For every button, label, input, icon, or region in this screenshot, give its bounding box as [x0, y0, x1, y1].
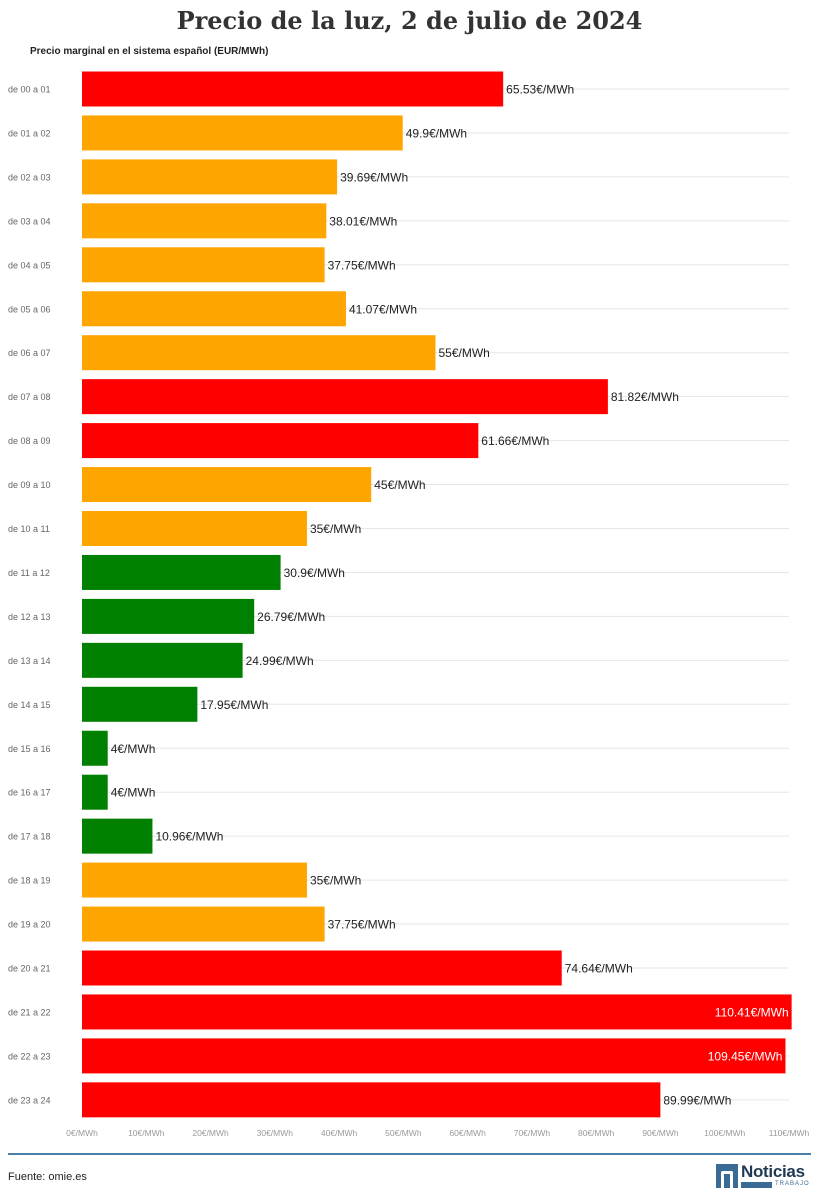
category-label: de 08 a 09 — [8, 436, 51, 446]
bar-de-02-a-03[interactable] — [82, 159, 338, 195]
value-label: 55€/MWh — [439, 346, 490, 360]
bar-de-08-a-09[interactable] — [82, 423, 479, 459]
value-label: 110.41€/MWh — [715, 1005, 789, 1019]
value-label: 10.96€/MWh — [155, 830, 223, 844]
category-label: de 17 a 18 — [8, 832, 51, 842]
value-label: 35€/MWh — [310, 522, 361, 536]
logo-bar — [741, 1182, 772, 1188]
value-label: 61.66€/MWh — [481, 434, 549, 448]
x-tick-label: 10€/MWh — [128, 1128, 165, 1138]
value-label: 4€/MWh — [111, 786, 156, 800]
bar-de-11-a-12[interactable] — [82, 554, 281, 590]
category-label: de 04 a 05 — [8, 260, 51, 270]
value-label: 24.99€/MWh — [246, 654, 314, 668]
value-label: 45€/MWh — [374, 478, 425, 492]
category-label: de 06 a 07 — [8, 348, 51, 358]
bar-de-04-a-05[interactable] — [82, 247, 325, 283]
chart-title: Precio de la luz, 2 de julio de 2024 — [176, 6, 643, 35]
value-label: 39.69€/MWh — [340, 170, 408, 184]
category-label: de 21 a 22 — [8, 1007, 51, 1017]
bar-de-19-a-20[interactable] — [82, 906, 325, 942]
value-label: 41.07€/MWh — [349, 302, 417, 316]
x-tick-label: 20€/MWh — [192, 1128, 229, 1138]
footer-divider — [8, 1153, 811, 1155]
category-label: de 01 a 02 — [8, 128, 51, 138]
category-label: de 23 a 24 — [8, 1095, 51, 1105]
logo-wordmark: Noticias — [741, 1162, 805, 1181]
category-label: de 12 a 13 — [8, 612, 51, 622]
value-label: 30.9€/MWh — [284, 566, 345, 580]
bar-de-15-a-16[interactable] — [82, 730, 108, 766]
x-tick-label: 100€/MWh — [704, 1128, 745, 1138]
value-label: 65.53€/MWh — [506, 83, 574, 97]
category-label: de 20 a 21 — [8, 964, 51, 974]
bar-de-09-a-10[interactable] — [82, 467, 372, 503]
bar-de-22-a-23[interactable] — [82, 1038, 786, 1074]
category-label: de 02 a 03 — [8, 172, 51, 182]
x-tick-label: 0€/MWh — [66, 1128, 98, 1138]
x-tick-label: 80€/MWh — [578, 1128, 615, 1138]
bar-de-06-a-07[interactable] — [82, 335, 436, 371]
logo-n-icon — [716, 1164, 738, 1188]
category-label: de 18 a 19 — [8, 876, 51, 886]
bar-de-17-a-18[interactable] — [82, 818, 153, 854]
category-label: de 15 a 16 — [8, 744, 51, 754]
bar-de-03-a-04[interactable] — [82, 203, 327, 239]
bar-chart: de 00 a 01 65.53€/MWh de 01 a 02 49.9€/MWh d… — [8, 71, 810, 1138]
x-tick-label: 70€/MWh — [514, 1128, 551, 1138]
bar-de-20-a-21[interactable] — [82, 950, 562, 986]
value-label: 81.82€/MWh — [611, 390, 679, 404]
value-label: 89.99€/MWh — [663, 1093, 731, 1107]
value-label: 38.01€/MWh — [329, 214, 397, 228]
noticias-trabajo-logo[interactable]: Noticias TRABAJO — [716, 1162, 812, 1190]
category-label: de 16 a 17 — [8, 788, 51, 798]
value-label: 74.64€/MWh — [565, 962, 633, 976]
category-label: de 11 a 12 — [8, 568, 50, 578]
bar-de-16-a-17[interactable] — [82, 774, 108, 810]
value-label: 37.75€/MWh — [328, 258, 396, 272]
bar-de-05-a-06[interactable] — [82, 291, 346, 327]
category-label: de 09 a 10 — [8, 480, 51, 490]
category-label: de 00 a 01 — [8, 85, 51, 95]
value-label: 35€/MWh — [310, 874, 361, 888]
category-label: de 19 a 20 — [8, 920, 51, 930]
bar-de-00-a-01[interactable] — [82, 71, 504, 107]
value-label: 26.79€/MWh — [257, 610, 325, 624]
bar-de-14-a-15[interactable] — [82, 686, 198, 722]
source-note: Fuente: omie.es — [8, 1171, 87, 1183]
category-label: de 14 a 15 — [8, 700, 51, 710]
category-label: de 13 a 14 — [8, 656, 51, 666]
x-tick-label: 30€/MWh — [257, 1128, 294, 1138]
value-label: 109.45€/MWh — [708, 1049, 783, 1063]
bar-de-13-a-14[interactable] — [82, 642, 243, 678]
category-label: de 22 a 23 — [8, 1051, 51, 1061]
bar-de-01-a-02[interactable] — [82, 115, 403, 151]
x-tick-label: 40€/MWh — [321, 1128, 358, 1138]
category-label: de 07 a 08 — [8, 392, 51, 402]
x-tick-label: 110€/MWh — [769, 1128, 810, 1138]
x-tick-label: 90€/MWh — [642, 1128, 679, 1138]
value-label: 49.9€/MWh — [406, 126, 467, 140]
x-tick-label: 50€/MWh — [385, 1128, 422, 1138]
value-label: 17.95€/MWh — [200, 698, 268, 712]
category-label: de 05 a 06 — [8, 304, 51, 314]
logo-subtitle: TRABAJO — [775, 1181, 810, 1187]
bar-de-10-a-11[interactable] — [82, 511, 307, 546]
x-tick-label: 60€/MWh — [449, 1128, 486, 1138]
bar-de-21-a-22[interactable] — [82, 994, 792, 1030]
bar-de-18-a-19[interactable] — [82, 862, 307, 898]
bar-de-07-a-08[interactable] — [82, 379, 608, 415]
value-label: 37.75€/MWh — [328, 918, 396, 932]
value-label: 4€/MWh — [111, 742, 156, 756]
bar-de-23-a-24[interactable] — [82, 1082, 661, 1118]
chart-subtitle: Precio marginal en el sistema español (E… — [30, 46, 269, 57]
category-label: de 10 a 11 — [8, 524, 50, 534]
bar-de-12-a-13[interactable] — [82, 598, 255, 634]
category-label: de 03 a 04 — [8, 216, 51, 226]
